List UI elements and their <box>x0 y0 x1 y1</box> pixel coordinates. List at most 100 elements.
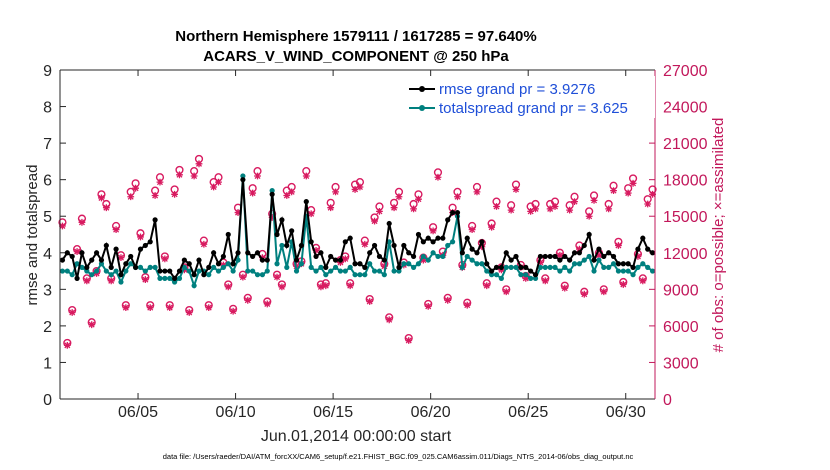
obs-assimilated-point <box>351 186 359 193</box>
chart-title-line-2: ACARS_V_WIND_COMPONENT @ 250 hPa <box>203 48 509 65</box>
obs-assimilated-point <box>566 206 574 214</box>
rmse-point <box>93 250 100 256</box>
obs-assimilated-point <box>356 183 364 191</box>
obs-assimilated-point <box>185 309 193 316</box>
obs-assimilated-point <box>541 277 549 285</box>
obs-assimilated-point <box>341 255 349 263</box>
rmse-point <box>542 253 548 260</box>
y-tick-label: 3 <box>43 282 52 299</box>
obs-assimilated-point <box>415 195 422 203</box>
obs-assimilated-point <box>146 304 154 312</box>
obs-assimilated-point <box>546 205 554 213</box>
rmse-point <box>440 235 446 241</box>
legend-rmse-marker <box>419 86 425 92</box>
totalspread-point <box>323 272 329 278</box>
rmse-point <box>337 257 344 263</box>
totalspread-point <box>123 268 129 274</box>
totalspread-point <box>206 272 212 278</box>
rmse-point <box>74 275 80 281</box>
rmse-point <box>211 250 217 256</box>
obs-assimilated-point <box>361 240 369 248</box>
rmse-point <box>332 257 339 263</box>
obs-assimilated-point <box>166 304 174 312</box>
rmse-point <box>347 235 353 241</box>
obs-assimilated-point <box>536 259 544 266</box>
obs-assimilated-point <box>73 248 81 255</box>
y-tick-label: 4 <box>43 246 52 263</box>
rmse-point <box>371 242 378 249</box>
totalspread-point <box>84 268 90 274</box>
totalspread-point <box>64 268 70 274</box>
totalspread-point <box>337 268 344 274</box>
obs-assimilated-point <box>478 243 486 251</box>
rmse-point <box>391 242 397 249</box>
obs-assimilated-point <box>405 337 413 344</box>
totalspread-point <box>176 275 183 281</box>
rmse-point <box>386 220 392 227</box>
rmse-point <box>181 257 187 263</box>
totalspread-point <box>318 264 324 270</box>
totalspread-point <box>601 264 607 270</box>
totalspread-point <box>279 242 285 249</box>
rmse-point <box>454 209 461 216</box>
y-right-tick-label: 9000 <box>663 282 699 299</box>
y-right-tick-label: 18000 <box>663 173 708 190</box>
totalspread-point <box>581 257 587 263</box>
obs-assimilated-point <box>410 205 417 213</box>
totalspread-point <box>215 268 222 274</box>
obs-assimilated-point <box>195 160 203 168</box>
totalspread-point <box>606 264 612 270</box>
rmse-point <box>410 253 417 260</box>
rmse-point <box>430 239 436 245</box>
rmse-point <box>176 268 183 274</box>
totalspread-point <box>103 268 109 274</box>
obs-assimilated-point <box>137 233 144 241</box>
rmse-point <box>640 235 646 241</box>
rmse-point <box>562 253 568 260</box>
plot-area <box>60 70 655 399</box>
totalspread-point <box>79 264 85 270</box>
rmse-point <box>513 253 519 260</box>
totalspread-point <box>186 268 192 274</box>
obs-assimilated-point <box>424 302 432 310</box>
rmse-point <box>415 231 422 238</box>
obs-assimilated-point <box>224 283 232 291</box>
y-tick-label: 2 <box>43 319 52 336</box>
totalspread-point <box>523 272 529 278</box>
rmse-point <box>303 199 309 205</box>
obs-assimilated-point <box>249 189 257 197</box>
rmse-point <box>615 261 622 267</box>
rmse-point <box>132 264 139 270</box>
rmse-point <box>274 231 280 238</box>
rmse-point <box>79 250 85 256</box>
obs-assimilated-point <box>629 179 637 187</box>
obs-assimilated-point <box>434 173 442 181</box>
obs-assimilated-point <box>107 277 115 285</box>
obs-assimilated-point <box>215 178 222 186</box>
totalspread-point <box>576 261 583 267</box>
rmse-point <box>245 250 251 256</box>
obs-assimilated-point <box>463 301 471 309</box>
obs-assimilated-point <box>278 283 286 291</box>
totalspread-point <box>269 188 275 194</box>
obs-assimilated-point <box>527 207 535 215</box>
totalspread-point <box>59 268 66 274</box>
totalspread-point <box>479 261 485 267</box>
rmse-point <box>396 264 402 270</box>
obs-assimilated-point <box>376 207 383 215</box>
rmse-point <box>259 257 265 263</box>
data-file-footer: data file: /Users/raeder/DAI/ATM_forcXX/… <box>163 452 634 461</box>
rmse-point <box>69 253 75 260</box>
obs-assimilated-point <box>595 251 603 259</box>
rmse-point <box>376 253 383 260</box>
totalspread-point <box>381 272 387 278</box>
rmse-point <box>557 257 563 263</box>
totalspread-point <box>547 264 553 270</box>
obs-assimilated-point <box>190 172 198 180</box>
totalspread-point <box>406 261 412 267</box>
totalspread-point <box>142 268 148 274</box>
totalspread-point <box>196 268 202 274</box>
totalspread-point <box>571 261 578 267</box>
rmse-point <box>323 264 329 270</box>
rmse-point <box>293 257 300 263</box>
